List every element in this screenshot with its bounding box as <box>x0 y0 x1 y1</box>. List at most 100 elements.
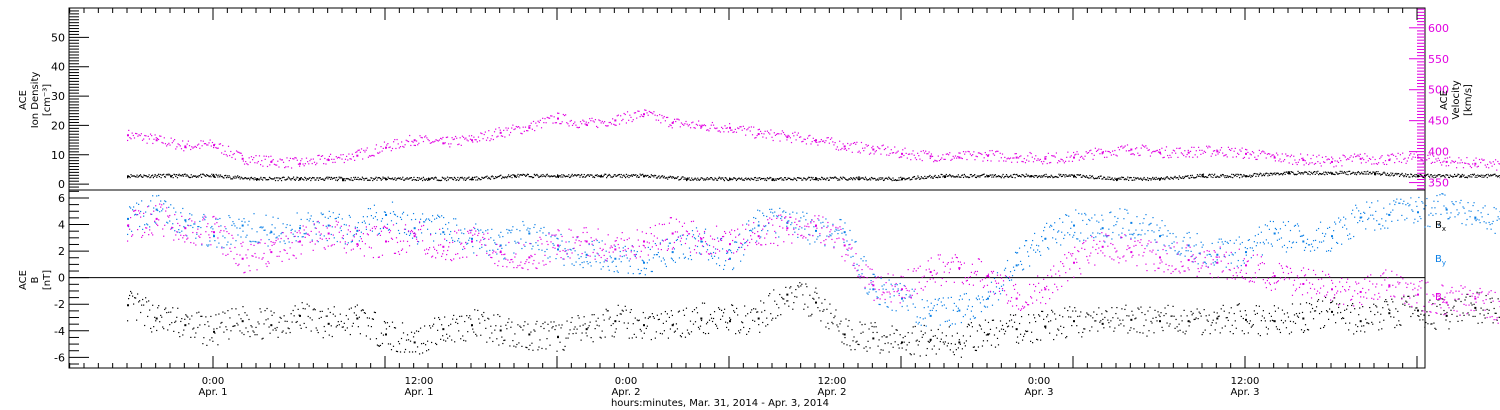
data-sample <box>893 179 895 181</box>
data-sample <box>1493 307 1495 310</box>
data-sample <box>554 122 556 124</box>
data-sample <box>779 293 781 296</box>
data-sample <box>469 179 471 181</box>
data-sample <box>1172 149 1174 151</box>
data-sample <box>676 328 679 330</box>
data-sample <box>205 216 207 218</box>
data-sample <box>304 308 306 310</box>
data-sample <box>647 174 649 177</box>
data-sample <box>495 176 497 178</box>
data-sample <box>390 349 393 351</box>
data-sample <box>1289 320 1292 322</box>
data-sample <box>174 138 176 141</box>
data-sample <box>342 179 344 182</box>
data-sample <box>191 176 193 178</box>
data-sample <box>761 132 763 135</box>
data-sample <box>901 177 904 179</box>
data-point <box>413 139 416 142</box>
data-sample <box>431 221 433 223</box>
data-sample <box>759 130 762 133</box>
data-sample <box>903 177 905 179</box>
data-sample <box>192 175 194 178</box>
data-sample <box>375 144 378 146</box>
data-sample <box>863 178 865 180</box>
data-sample <box>1426 159 1428 161</box>
data-sample <box>747 313 749 315</box>
data-sample <box>506 228 508 231</box>
data-sample <box>1306 154 1309 156</box>
data-sample <box>210 176 212 178</box>
data-sample <box>911 153 913 155</box>
data-sample <box>1343 317 1345 320</box>
data-sample <box>349 333 351 336</box>
data-sample <box>1477 165 1479 167</box>
data-sample <box>898 177 900 179</box>
data-sample <box>238 314 240 316</box>
data-sample <box>832 323 834 325</box>
data-sample <box>840 149 842 151</box>
data-sample <box>765 179 768 182</box>
data-sample <box>1429 176 1431 178</box>
data-sample <box>194 145 196 148</box>
data-sample <box>253 331 255 333</box>
data-sample <box>1035 320 1037 323</box>
data-sample <box>479 322 481 324</box>
data-sample <box>834 142 836 144</box>
data-sample <box>438 179 440 182</box>
data-sample <box>675 177 677 180</box>
data-sample <box>138 203 140 205</box>
data-sample <box>386 223 389 225</box>
data-sample <box>1392 301 1394 303</box>
data-sample <box>299 165 301 167</box>
data-sample <box>480 334 482 336</box>
data-sample <box>191 214 193 216</box>
data-sample <box>1107 150 1109 153</box>
data-sample <box>141 200 143 202</box>
data-sample <box>1409 306 1411 308</box>
data-sample <box>1293 155 1295 157</box>
data-sample <box>1061 332 1063 335</box>
data-sample <box>810 176 812 179</box>
data-sample <box>1285 327 1288 329</box>
data-sample <box>751 134 754 136</box>
data-sample <box>1348 329 1350 331</box>
data-sample <box>1027 314 1030 316</box>
data-sample <box>380 220 383 222</box>
data-sample <box>886 154 888 156</box>
data-sample <box>472 328 474 330</box>
data-point <box>843 333 846 336</box>
data-sample <box>1494 173 1496 175</box>
data-sample <box>149 226 151 228</box>
data-sample <box>906 344 908 346</box>
data-sample <box>155 320 157 322</box>
data-sample <box>899 179 901 181</box>
data-sample <box>1288 333 1291 335</box>
data-sample <box>311 178 313 180</box>
data-sample <box>1423 174 1426 177</box>
data-sample <box>340 176 342 178</box>
data-sample <box>1402 174 1404 176</box>
data-sample <box>466 315 468 317</box>
data-sample <box>550 175 553 177</box>
data-sample <box>618 320 620 322</box>
data-sample <box>348 214 350 217</box>
data-sample <box>1232 177 1234 179</box>
data-sample <box>858 176 861 178</box>
data-sample <box>446 239 448 242</box>
data-sample <box>1011 176 1014 179</box>
data-sample <box>1326 159 1328 161</box>
top-panel-data <box>127 109 1500 182</box>
data-point <box>1015 264 1018 267</box>
data-sample <box>405 339 408 341</box>
data-sample <box>1089 150 1091 152</box>
data-sample <box>415 236 418 238</box>
data-sample <box>699 124 701 126</box>
data-sample <box>946 175 948 177</box>
data-sample <box>949 349 951 351</box>
data-sample <box>245 236 247 238</box>
data-sample <box>264 158 266 160</box>
data-sample <box>882 349 884 351</box>
data-sample <box>824 298 826 301</box>
data-sample <box>456 318 458 320</box>
data-sample <box>293 235 295 238</box>
